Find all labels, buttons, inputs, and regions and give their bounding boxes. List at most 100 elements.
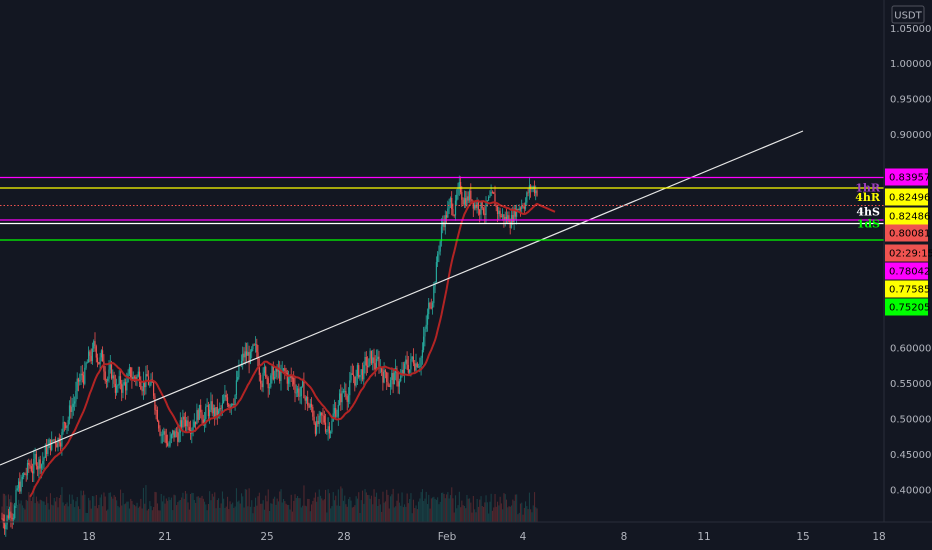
candle-body (471, 199, 473, 201)
volume-bar (312, 501, 314, 522)
volume-bar (263, 509, 265, 522)
candle-body (210, 401, 212, 410)
volume-bar (160, 494, 162, 522)
candle-body (223, 400, 225, 404)
candle-body (461, 192, 463, 200)
volume-bar (16, 505, 18, 522)
candle-body (319, 412, 322, 416)
volume-bar (132, 504, 134, 522)
candle-body (266, 377, 268, 379)
volume-bar (412, 499, 414, 522)
volume-bar (200, 497, 202, 522)
candle-body (71, 407, 73, 412)
volume-bar (225, 506, 227, 522)
volume-bar (261, 503, 263, 522)
candle-body (458, 182, 460, 188)
volume-bar (484, 502, 486, 522)
candle-body (397, 381, 399, 387)
candle-body (447, 208, 449, 218)
candle-body (350, 373, 352, 381)
volume-bar (227, 496, 229, 522)
volume-bar (11, 502, 13, 522)
currency-box[interactable] (891, 5, 925, 24)
volume-bar (432, 497, 434, 522)
candle-body (456, 194, 458, 201)
candle-body (474, 204, 476, 209)
candle-body (484, 213, 486, 215)
volume-bar (465, 508, 467, 522)
candle-body (536, 190, 538, 196)
volume-bar (47, 503, 49, 522)
volume-bar (298, 498, 300, 522)
candle-body (373, 357, 375, 364)
volume-bar (391, 494, 393, 522)
candle-body (67, 420, 69, 426)
volume-bar (266, 501, 268, 522)
candle-body (243, 353, 245, 358)
candle-body (389, 380, 392, 387)
candle-body (333, 408, 336, 414)
volume-bar (120, 489, 122, 522)
volume-bar (53, 498, 55, 522)
candle-body (161, 434, 164, 436)
candle-body (140, 382, 142, 390)
volume-bar (294, 494, 296, 522)
candle-body (276, 368, 278, 372)
volume-bar (158, 510, 160, 522)
volume-bar (191, 492, 193, 522)
candle-body (480, 201, 482, 215)
price-tag-label: 0.75205 (889, 303, 930, 314)
candle-body (347, 395, 350, 402)
candle-body (118, 376, 120, 386)
candle-body (335, 408, 337, 417)
volume-bar (367, 495, 369, 522)
volume-bar (405, 506, 407, 522)
volume-bar (4, 493, 6, 522)
candle-body (12, 518, 15, 520)
candle-body (85, 363, 87, 368)
volume-bar (94, 505, 96, 522)
price-tag-label: 0.82496 (889, 193, 930, 204)
volume-bar (70, 503, 72, 522)
candle-body (6, 515, 8, 525)
candle-body (321, 412, 323, 416)
volume-bar (90, 508, 92, 522)
volume-bar (197, 496, 199, 522)
candle-body (56, 443, 58, 448)
volume-bar (146, 510, 148, 522)
candle-body (409, 369, 411, 373)
candle-body (527, 192, 529, 194)
candle-body (494, 193, 496, 206)
volume-bar (164, 503, 166, 522)
candle-body (19, 481, 21, 492)
candle-body (159, 428, 161, 436)
candle-body (108, 369, 110, 379)
candle-body (90, 355, 92, 361)
candle-body (391, 373, 393, 380)
candle-body (203, 419, 206, 426)
volume-bar (499, 496, 501, 522)
candle-body (5, 524, 7, 530)
candle-body (20, 479, 22, 492)
volume-bar (381, 511, 383, 522)
volume-bar (299, 498, 301, 522)
volume-bar (215, 508, 217, 522)
volume-bar (479, 499, 481, 522)
candle-body (405, 359, 407, 364)
candle-body (51, 439, 53, 450)
candle-body (214, 407, 216, 417)
candle-body (516, 209, 518, 217)
candle-body (496, 207, 499, 214)
candle-body (488, 197, 490, 201)
currency-button[interactable]: USDT (891, 5, 925, 24)
candle-body (514, 208, 516, 217)
candle-body (77, 378, 79, 382)
volume-bar (270, 503, 272, 522)
price-tick-label: 0.55000 (890, 379, 931, 390)
candle-body (344, 391, 346, 392)
volume-bar (534, 492, 536, 522)
candle-body (135, 377, 137, 381)
volume-bar (187, 502, 189, 522)
